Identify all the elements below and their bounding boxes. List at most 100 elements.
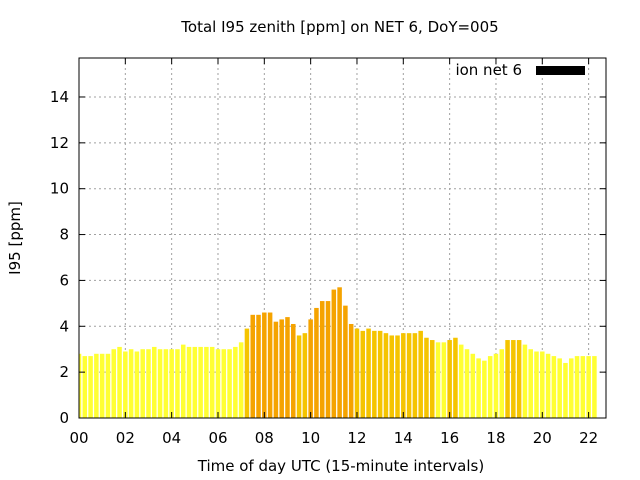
bar: [592, 356, 597, 418]
bar: [215, 349, 221, 418]
bar: [180, 344, 186, 418]
x-tick-label: 14: [394, 429, 413, 447]
bar: [366, 328, 371, 418]
x-tick-label: 04: [162, 429, 181, 447]
y-tick-label: 2: [59, 363, 69, 381]
x-tick-label: 02: [116, 429, 135, 447]
bar: [401, 333, 406, 418]
bar: [157, 349, 163, 418]
bar: [551, 356, 557, 418]
bar: [325, 301, 331, 418]
bar: [88, 356, 93, 418]
bar: [82, 356, 88, 418]
bar: [441, 342, 447, 418]
bar: [337, 287, 342, 418]
plot-frame: [78, 57, 607, 419]
bar: [221, 349, 227, 418]
bar: [568, 358, 574, 418]
y-tick-label: 8: [59, 226, 69, 244]
bar: [389, 335, 394, 418]
y-tick-label: 4: [59, 317, 69, 335]
bar: [233, 346, 238, 418]
bar: [285, 317, 290, 418]
bar: [412, 333, 418, 418]
bars: [79, 287, 597, 418]
bar: [186, 346, 192, 418]
bar: [360, 330, 366, 418]
bar: [238, 342, 244, 418]
bar: [117, 346, 122, 418]
y-tick-label: 14: [50, 88, 69, 106]
bar: [586, 356, 591, 418]
x-tick-label: 20: [533, 429, 552, 447]
bar: [511, 340, 516, 418]
bar: [516, 340, 522, 418]
x-tick-label: 22: [579, 429, 598, 447]
legend: ion net 6: [455, 61, 585, 79]
bar: [540, 351, 545, 418]
bar: [522, 344, 528, 418]
bar: [146, 349, 151, 418]
bar: [557, 358, 562, 418]
bar: [464, 349, 470, 418]
bar: [140, 349, 145, 418]
bar: [580, 356, 586, 418]
bar: [163, 349, 169, 418]
bar: [227, 349, 232, 418]
bar: [331, 289, 337, 418]
bar: [308, 319, 313, 418]
bar: [291, 323, 296, 418]
x-tick-label: 16: [440, 429, 459, 447]
bar: [406, 333, 412, 418]
legend-label: ion net 6: [455, 61, 522, 79]
bar: [192, 346, 198, 418]
bar: [482, 360, 487, 418]
bar: [395, 335, 400, 418]
bar: [111, 349, 117, 418]
bar: [244, 328, 250, 418]
bar: [528, 349, 533, 418]
bar: [94, 353, 99, 418]
bar: [435, 342, 441, 418]
bar: [534, 351, 539, 418]
bar: [458, 344, 464, 418]
bar: [79, 353, 82, 418]
bar: [447, 340, 452, 418]
x-tick-label: 06: [208, 429, 227, 447]
bar: [198, 346, 203, 418]
bar: [424, 337, 429, 418]
bar: [267, 312, 273, 418]
x-axis-label: Time of day UTC (15-minute intervals): [197, 457, 484, 475]
bar: [209, 346, 215, 418]
y-tick-label: 0: [59, 409, 69, 427]
y-axis-label: I95 [ppm]: [6, 201, 24, 275]
bar: [123, 351, 128, 418]
y-tick-label: 12: [50, 134, 69, 152]
x-tick-label: 08: [255, 429, 274, 447]
bar: [128, 349, 134, 418]
bar: [476, 358, 481, 418]
bar: [372, 330, 377, 418]
bar: [296, 335, 302, 418]
bar: [470, 353, 476, 418]
bar: [354, 328, 360, 418]
x-tick-label: 10: [301, 429, 320, 447]
bar: [574, 356, 580, 418]
bar: [430, 340, 435, 418]
bar: [273, 321, 279, 418]
bar: [152, 346, 157, 418]
bar: [343, 305, 348, 418]
y-tick-label: 6: [59, 271, 69, 289]
x-tick-label: 12: [347, 429, 366, 447]
bar: [418, 330, 423, 418]
bar: [499, 349, 505, 418]
bar: [99, 353, 105, 418]
bar: [169, 349, 174, 418]
bar: [256, 314, 261, 418]
bar: [383, 333, 389, 418]
bar: [175, 349, 180, 418]
bar: [302, 333, 308, 418]
x-tick-label: 18: [486, 429, 505, 447]
